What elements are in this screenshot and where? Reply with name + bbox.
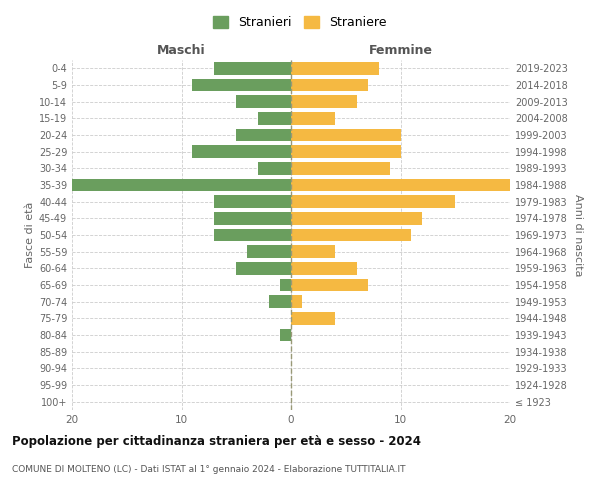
Bar (214, 229, 291, 241)
Bar (280, 279, 291, 291)
Bar (291, 279, 368, 291)
Bar (236, 129, 291, 141)
Bar (291, 196, 455, 208)
Bar (291, 262, 357, 274)
Y-axis label: Fasce di età: Fasce di età (25, 202, 35, 268)
Bar (280, 329, 291, 341)
Bar (291, 112, 335, 124)
Bar (247, 246, 291, 258)
Bar (214, 196, 291, 208)
Bar (291, 129, 401, 141)
Bar (291, 162, 389, 174)
Text: Popolazione per cittadinanza straniera per età e sesso - 2024: Popolazione per cittadinanza straniera p… (12, 435, 421, 448)
Bar (291, 312, 335, 324)
Bar (236, 96, 291, 108)
Bar (258, 112, 291, 124)
Bar (291, 296, 302, 308)
Bar (72, 179, 291, 192)
Text: COMUNE DI MOLTENO (LC) - Dati ISTAT al 1° gennaio 2024 - Elaborazione TUTTITALIA: COMUNE DI MOLTENO (LC) - Dati ISTAT al 1… (12, 465, 406, 474)
Bar (214, 62, 291, 74)
Text: Maschi: Maschi (157, 44, 206, 57)
Bar (214, 212, 291, 224)
Bar (258, 162, 291, 174)
Bar (291, 212, 422, 224)
Text: Femmine: Femmine (368, 44, 433, 57)
Bar (291, 79, 368, 92)
Y-axis label: Anni di nascita: Anni di nascita (573, 194, 583, 276)
Bar (236, 262, 291, 274)
Bar (291, 229, 412, 241)
Bar (291, 146, 401, 158)
Bar (269, 296, 291, 308)
Bar (291, 246, 335, 258)
Bar (193, 79, 291, 92)
Bar (193, 146, 291, 158)
Bar (291, 62, 379, 74)
Bar (291, 96, 357, 108)
Legend: Stranieri, Straniere: Stranieri, Straniere (208, 11, 392, 34)
Bar (291, 179, 510, 192)
